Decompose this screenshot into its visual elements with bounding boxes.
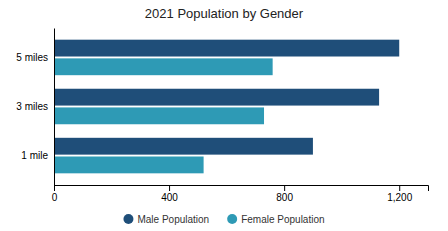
x-tick-label: 1,200	[387, 192, 412, 203]
legend-item: Male Population	[123, 214, 209, 225]
x-tick: 400	[161, 185, 178, 203]
x-tick-label: 800	[276, 192, 293, 203]
x-axis-line	[55, 186, 429, 192]
x-tick: 1,200	[387, 185, 412, 203]
x-tick-mark	[399, 185, 400, 191]
y-tick: 1 mile	[21, 150, 48, 161]
bar	[54, 58, 273, 75]
x-tick-mark	[284, 185, 285, 191]
legend: Male Population Female Population	[123, 214, 324, 225]
bar	[54, 138, 313, 155]
x-tick-label: 400	[161, 192, 178, 203]
y-axis: 1 mile 3 miles 5 miles	[16, 29, 54, 186]
y-tick-label: 3 miles	[16, 101, 48, 112]
chart-title: 2021 Population by Gender	[145, 6, 304, 21]
chart-svg: 2021 Population by Gender 0 400 800 1,200 1 m…	[0, 0, 448, 231]
x-tick: 800	[276, 185, 293, 203]
bar	[54, 40, 399, 57]
legend-marker	[227, 214, 237, 224]
x-tick-mark	[54, 185, 55, 191]
x-tick-label: 0	[52, 192, 58, 203]
bar	[54, 89, 379, 106]
x-tick: 0	[52, 185, 58, 203]
bars	[54, 40, 399, 174]
plot-area: 0 400 800 1,200 1 mile 3 miles 5 miles	[16, 29, 428, 204]
y-tick: 3 miles	[16, 101, 48, 112]
legend-label: Male Population	[137, 214, 209, 225]
y-tick: 5 miles	[16, 52, 48, 63]
y-axis-line	[54, 29, 55, 186]
y-tick-label: 5 miles	[16, 52, 48, 63]
bar	[54, 107, 264, 124]
x-tick-mark	[169, 185, 170, 191]
legend-label: Female Population	[241, 214, 324, 225]
bar-series	[54, 40, 399, 155]
y-tick-label: 1 mile	[21, 150, 48, 161]
bar	[54, 156, 204, 173]
chart-container: 2021 Population by Gender 0 400 800 1,200 1 m…	[0, 0, 448, 231]
x-axis: 0 400 800 1,200	[52, 185, 429, 203]
bar-series	[54, 58, 273, 173]
legend-marker	[123, 214, 133, 224]
legend-item: Female Population	[227, 214, 324, 225]
